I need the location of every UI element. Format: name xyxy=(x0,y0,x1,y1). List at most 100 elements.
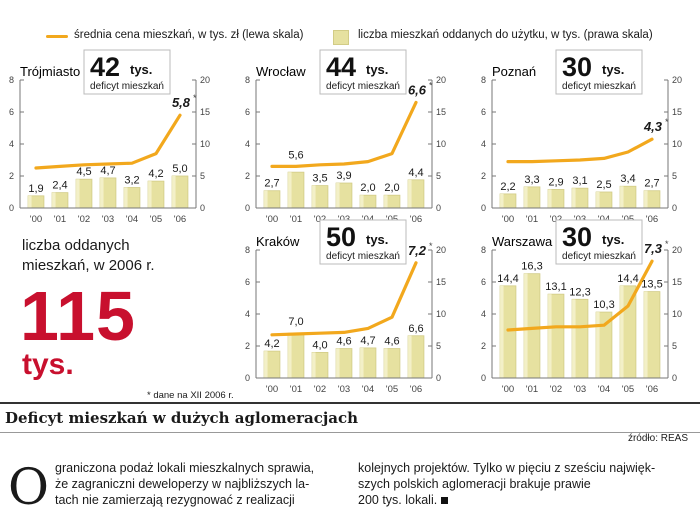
bar-value-label: 5,6 xyxy=(288,149,303,161)
article-line: tach nie zamierzają rezygnować z realiza… xyxy=(55,493,295,507)
bar-highlight xyxy=(524,273,528,378)
bar-value-label: 6,6 xyxy=(408,323,423,335)
bar-value-label: 5,0 xyxy=(172,163,187,175)
x-tick-label: '03 xyxy=(102,214,114,225)
x-tick-label: '06 xyxy=(174,214,186,225)
summary-label: liczba oddanych mieszkań, w 2006 r. xyxy=(22,236,155,276)
bar-value-label: 12,3 xyxy=(569,286,590,298)
bar-value-label: 10,3 xyxy=(593,299,614,311)
bar-highlight xyxy=(572,299,576,378)
left-tick-label: 6 xyxy=(245,107,250,117)
bar-highlight xyxy=(148,181,152,208)
right-tick-label: 15 xyxy=(200,107,210,117)
right-tick-label: 15 xyxy=(436,107,446,117)
right-tick-label: 20 xyxy=(200,75,210,85)
right-tick-label: 15 xyxy=(672,277,682,287)
left-tick-label: 6 xyxy=(9,107,14,117)
left-tick-label: 8 xyxy=(245,245,250,255)
bar-value-label: 3,2 xyxy=(124,175,139,187)
article-line: 200 tys. lokali. xyxy=(358,492,655,508)
city-name: Warszawa xyxy=(492,234,553,249)
left-tick-label: 2 xyxy=(9,171,14,181)
bar-value-label: 2,5 xyxy=(596,179,611,191)
x-tick-label: '02 xyxy=(550,384,562,395)
bar-highlight xyxy=(384,348,388,378)
bar-value-label: 13,5 xyxy=(641,279,662,291)
bar-value-label: 4,6 xyxy=(336,336,351,348)
price-line xyxy=(506,137,654,164)
deficit-box xyxy=(555,49,643,95)
bar-highlight xyxy=(336,183,340,208)
infographic: średnia cena mieszkań, w tys. zł (lewa s… xyxy=(8,29,683,401)
page-title: Deficyt mieszkań w dużych aglomeracjach xyxy=(5,409,359,427)
price-value-label: 7,2 xyxy=(408,243,427,258)
left-tick-label: 4 xyxy=(245,139,250,149)
summary-label-line2: mieszkań, w 2006 r. xyxy=(22,257,155,274)
right-tick-label: 20 xyxy=(436,245,446,255)
bar-highlight xyxy=(76,179,80,208)
bar-highlight xyxy=(620,285,624,378)
price-line xyxy=(506,259,654,332)
left-tick-label: 6 xyxy=(481,277,486,287)
chart-wroclaw: 0 2 4 6 8 0 5 10 15 20 2,7 5,6 3,5 3,9 2,0 2,0 4,4 6,6 * '0… xyxy=(245,49,446,225)
x-tick-label: '00 xyxy=(266,214,278,225)
bar-value-label: 4,2 xyxy=(148,168,163,180)
bar-value-label: 4,7 xyxy=(100,165,115,177)
x-tick-label: '03 xyxy=(574,384,586,395)
deficit-label: deficyt mieszkań xyxy=(326,81,400,92)
bar-value-label: 16,3 xyxy=(521,261,542,273)
article-line: graniczona podaż lokali mieszkalnych spr… xyxy=(55,461,315,475)
right-tick-label: 10 xyxy=(436,139,446,149)
article-line: że zagraniczni deweloperzy w najbliższyc… xyxy=(55,477,310,491)
deficit-label: deficyt mieszkań xyxy=(90,81,164,92)
article-column-1: graniczona podaż lokali mieszkalnych spr… xyxy=(55,460,314,508)
deficit-label: deficyt mieszkań xyxy=(562,251,636,262)
x-tick-label: '05 xyxy=(150,214,162,225)
summary-unit: tys. xyxy=(22,348,74,381)
asterisk-mark: * xyxy=(429,80,433,90)
x-tick-label: '06 xyxy=(410,214,422,225)
deficit-unit: tys. xyxy=(366,232,388,247)
x-tick-label: '05 xyxy=(622,384,634,395)
left-tick-label: 4 xyxy=(481,139,486,149)
x-tick-label: '01 xyxy=(290,214,302,225)
article-line: kolejnych projektów. Tylko w pięciu z sz… xyxy=(358,461,656,475)
left-tick-label: 6 xyxy=(481,107,486,117)
right-tick-label: 0 xyxy=(436,203,441,213)
left-tick-label: 8 xyxy=(481,245,486,255)
bar-highlight xyxy=(408,179,412,208)
deficit-number: 42 xyxy=(90,52,120,82)
asterisk-mark: * xyxy=(665,117,669,127)
summary-number: 115 xyxy=(20,277,136,355)
bar-value-label: 1,9 xyxy=(28,183,43,195)
legend-bar-swatch xyxy=(333,30,349,45)
article-dropcap: O xyxy=(8,458,49,516)
bar-highlight xyxy=(620,186,624,208)
bar-value-label: 4,0 xyxy=(312,339,327,351)
right-tick-label: 20 xyxy=(672,75,682,85)
city-name: Trójmiasto xyxy=(20,64,80,79)
bar-highlight xyxy=(100,177,104,208)
left-tick-label: 0 xyxy=(9,203,14,213)
left-tick-label: 8 xyxy=(9,75,14,85)
x-tick-label: '05 xyxy=(386,384,398,395)
x-tick-label: '04 xyxy=(126,214,138,225)
bar-value-label: 4,5 xyxy=(76,166,91,178)
bar-highlight xyxy=(500,285,504,378)
price-value-label: 7,3 xyxy=(644,241,663,256)
deficit-unit: tys. xyxy=(366,62,388,77)
deficit-box xyxy=(319,49,407,95)
bar-highlight xyxy=(524,186,528,208)
price-line xyxy=(34,113,182,170)
bar-value-label: 13,1 xyxy=(545,281,566,293)
deficit-number: 30 xyxy=(562,222,592,252)
left-tick-label: 2 xyxy=(245,341,250,351)
deficit-unit: tys. xyxy=(130,62,152,77)
article-column-2: kolejnych projektów. Tylko w pięciu z sz… xyxy=(358,460,655,508)
x-tick-label: '01 xyxy=(526,214,538,225)
x-tick-label: '00 xyxy=(266,384,278,395)
right-tick-label: 0 xyxy=(200,203,205,213)
price-value-label: 5,8 xyxy=(172,95,191,110)
bar-value-label: 2,9 xyxy=(548,176,563,188)
